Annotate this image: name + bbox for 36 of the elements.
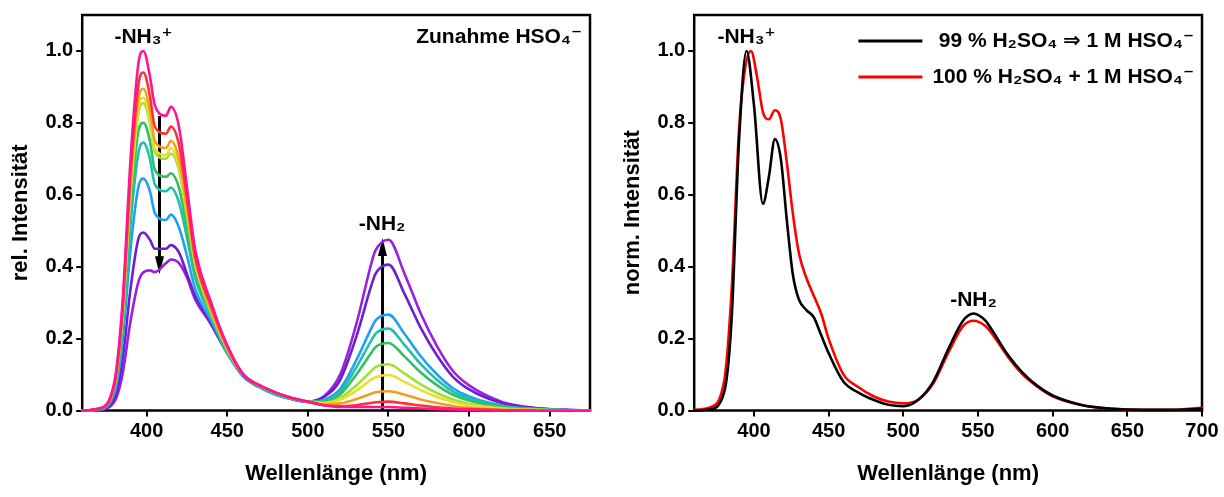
x-tick-label: 700 <box>1185 419 1219 442</box>
x-tick-label: 600 <box>452 419 486 442</box>
x-tick-label: 400 <box>737 419 771 442</box>
annotation: -NH₃⁺ <box>114 24 173 48</box>
y-tick-label: 0.2 <box>657 326 686 349</box>
x-tick-label: 450 <box>811 419 846 442</box>
y-tick-label: 0.6 <box>45 182 74 205</box>
annotation: -NH₃⁺ <box>717 24 776 48</box>
legend-label: 100 % H₂SO₄ + 1 M HSO₄⁻ <box>932 63 1194 87</box>
y-tick-label: 0.6 <box>657 182 686 205</box>
x-tick-label: 450 <box>210 419 244 442</box>
x-tick-label: 400 <box>130 419 164 442</box>
legend-label: 99 % H₂SO₄ ⇒ 1 M HSO₄⁻ <box>938 27 1194 51</box>
annotation: -NH₂ <box>358 211 406 235</box>
y-tick-label: 0.8 <box>657 110 686 133</box>
y-tick-label: 1.0 <box>657 38 686 61</box>
y-tick-label: 0.8 <box>45 110 74 133</box>
x-axis-title: Wellenlänge (nm) <box>245 459 427 485</box>
x-tick-label: 500 <box>291 419 325 442</box>
x-tick-label: 650 <box>1110 419 1145 442</box>
annotation: Zunahme HSO₄⁻ <box>416 24 582 48</box>
y-tick-label: 0.0 <box>45 398 74 421</box>
y-tick-label: 1.0 <box>45 38 74 61</box>
annotation: -NH₂ <box>950 286 997 310</box>
y-tick-label: 0.4 <box>657 254 687 277</box>
x-axis-title: Wellenlänge (nm) <box>857 459 1039 485</box>
y-axis-title: norm. Intensität <box>619 129 645 296</box>
x-tick-label: 500 <box>886 419 920 442</box>
y-axis-title: rel. Intensität <box>7 143 33 282</box>
x-tick-label: 600 <box>1035 419 1070 442</box>
y-tick-label: 0.0 <box>657 398 686 421</box>
x-tick-label: 550 <box>961 419 995 442</box>
y-tick-label: 0.4 <box>45 254 75 277</box>
x-tick-label: 550 <box>371 419 406 442</box>
y-tick-label: 0.2 <box>45 326 74 349</box>
x-tick-label: 650 <box>533 419 567 442</box>
